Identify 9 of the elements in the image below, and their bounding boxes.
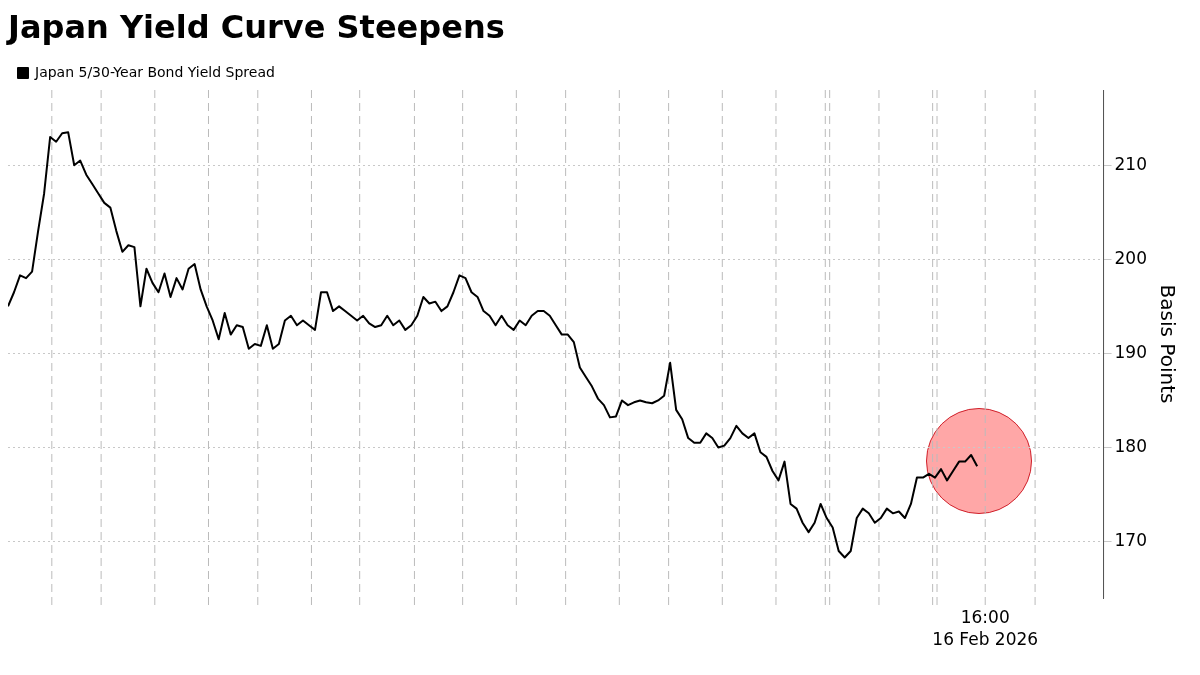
text: 16:00 16 Feb 2026 [932, 606, 1039, 649]
legend-label: Japan 5/30-Year Bond Yield Spread [34, 63, 275, 80]
y-tick-label: 180 [1114, 435, 1148, 456]
y-tick-label: 190 [1114, 341, 1148, 362]
y-tick-label: 170 [1114, 529, 1148, 550]
y-axis-title: Basis Points [1155, 284, 1180, 404]
y-tick-label: 210 [1114, 153, 1148, 174]
y-tick-label: 200 [1114, 247, 1148, 268]
chart-title: Japan Yield Curve Steepens [8, 8, 506, 46]
